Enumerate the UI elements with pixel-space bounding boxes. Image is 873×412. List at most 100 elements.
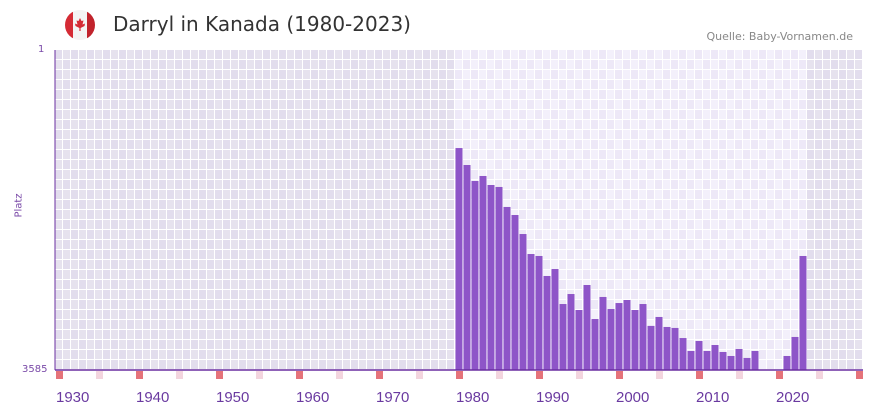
grid-cell bbox=[143, 220, 150, 229]
grid-cell bbox=[343, 270, 350, 279]
grid-cell bbox=[63, 120, 70, 129]
grid-cell bbox=[391, 250, 398, 259]
grid-cell bbox=[127, 70, 134, 79]
grid-cell bbox=[783, 100, 790, 109]
grid-cell bbox=[391, 280, 398, 289]
grid-cell bbox=[327, 250, 334, 259]
grid-cell bbox=[215, 170, 222, 179]
grid-cell bbox=[55, 150, 62, 159]
grid-cell bbox=[591, 280, 598, 289]
grid-cell bbox=[239, 140, 246, 149]
grid-cell bbox=[767, 240, 774, 249]
grid-cell bbox=[383, 330, 390, 339]
grid-cell bbox=[591, 150, 598, 159]
bar-1999 bbox=[607, 309, 615, 370]
grid-cell bbox=[247, 50, 254, 59]
grid-cell bbox=[775, 100, 782, 109]
bar-1992 bbox=[551, 269, 559, 370]
grid-cell bbox=[703, 110, 710, 119]
grid-cell bbox=[207, 310, 214, 319]
grid-cell bbox=[415, 240, 422, 249]
grid-cell bbox=[271, 60, 278, 69]
grid-cell bbox=[727, 240, 734, 249]
grid-cell bbox=[191, 60, 198, 69]
grid-cell bbox=[111, 250, 118, 259]
grid-cell bbox=[439, 200, 446, 209]
grid-cell bbox=[231, 340, 238, 349]
grid-cell bbox=[239, 100, 246, 109]
grid-cell bbox=[159, 120, 166, 129]
grid-cell bbox=[231, 290, 238, 299]
grid-cell bbox=[103, 120, 110, 129]
grid-cell bbox=[303, 340, 310, 349]
grid-cell bbox=[623, 80, 630, 89]
grid-cell bbox=[391, 60, 398, 69]
grid-cell bbox=[711, 180, 718, 189]
grid-cell bbox=[511, 60, 518, 69]
grid-cell bbox=[303, 250, 310, 259]
grid-cell bbox=[175, 80, 182, 89]
grid-cell bbox=[279, 50, 286, 59]
grid-cell bbox=[183, 310, 190, 319]
grid-cell bbox=[199, 140, 206, 149]
grid-cell bbox=[167, 50, 174, 59]
decade-marker bbox=[96, 371, 103, 379]
grid-cell bbox=[127, 340, 134, 349]
grid-cell bbox=[143, 310, 150, 319]
grid-cell bbox=[687, 240, 694, 249]
grid-cell bbox=[255, 220, 262, 229]
source-link[interactable]: Quelle: Baby-Vornamen.de bbox=[706, 30, 853, 43]
grid-cell bbox=[639, 170, 646, 179]
grid-cell bbox=[407, 90, 414, 99]
grid-cell bbox=[687, 340, 694, 349]
grid-cell bbox=[87, 150, 94, 159]
grid-cell bbox=[759, 310, 766, 319]
grid-cell bbox=[831, 360, 838, 369]
grid-cell bbox=[543, 120, 550, 129]
grid-cell bbox=[319, 60, 326, 69]
grid-cell bbox=[823, 150, 830, 159]
grid-cell bbox=[279, 270, 286, 279]
grid-cell bbox=[335, 190, 342, 199]
grid-cell bbox=[487, 180, 494, 189]
grid-cell bbox=[175, 240, 182, 249]
grid-cell bbox=[127, 190, 134, 199]
grid-cell bbox=[95, 240, 102, 249]
grid-cell bbox=[303, 190, 310, 199]
grid-cell bbox=[255, 350, 262, 359]
grid-cell bbox=[447, 200, 454, 209]
grid-cell bbox=[311, 60, 318, 69]
grid-cell bbox=[831, 170, 838, 179]
grid-cell bbox=[375, 240, 382, 249]
bar-2021 bbox=[783, 355, 791, 370]
grid-cell bbox=[311, 150, 318, 159]
grid-cell bbox=[695, 150, 702, 159]
grid-cell bbox=[751, 270, 758, 279]
grid-cell bbox=[415, 350, 422, 359]
grid-cell bbox=[695, 110, 702, 119]
grid-cell bbox=[767, 50, 774, 59]
grid-cell bbox=[175, 100, 182, 109]
grid-cell bbox=[391, 130, 398, 139]
grid-cell bbox=[671, 280, 678, 289]
grid-cell bbox=[423, 80, 430, 89]
grid-cell bbox=[423, 90, 430, 99]
grid-cell bbox=[631, 140, 638, 149]
grid-cell bbox=[535, 60, 542, 69]
grid-cell bbox=[711, 240, 718, 249]
grid-cell bbox=[215, 230, 222, 239]
grid-cell bbox=[463, 130, 470, 139]
grid-cell bbox=[695, 280, 702, 289]
grid-cell bbox=[487, 150, 494, 159]
grid-cell bbox=[175, 220, 182, 229]
grid-cell bbox=[855, 120, 862, 129]
grid-cell bbox=[247, 90, 254, 99]
grid-cell bbox=[407, 350, 414, 359]
grid-cell bbox=[415, 360, 422, 369]
grid-cell bbox=[175, 140, 182, 149]
grid-cell bbox=[303, 290, 310, 299]
grid-cell bbox=[423, 170, 430, 179]
bar-2000 bbox=[615, 303, 623, 370]
grid-cell bbox=[95, 350, 102, 359]
grid-cell bbox=[583, 120, 590, 129]
